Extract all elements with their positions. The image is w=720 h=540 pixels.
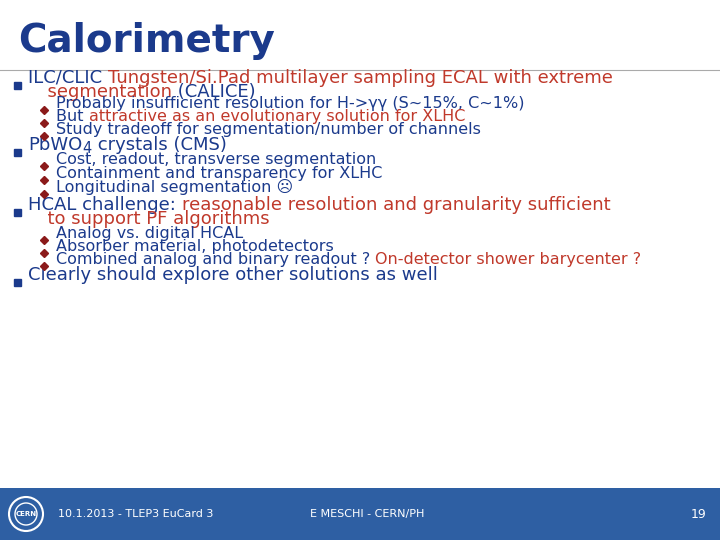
Text: Cost, readout, transverse segmentation: Cost, readout, transverse segmentation <box>56 152 377 167</box>
Text: attractive as an evolutionary solution for XLHC: attractive as an evolutionary solution f… <box>89 109 465 124</box>
Text: to support PF algorithms: to support PF algorithms <box>36 210 269 228</box>
Text: (CALICE): (CALICE) <box>172 83 256 101</box>
Text: Probably insufficient resolution for H->γγ (S~15%, C~1%): Probably insufficient resolution for H->… <box>56 96 524 111</box>
FancyBboxPatch shape <box>14 209 21 216</box>
Text: reasonable resolution and granularity sufficient: reasonable resolution and granularity su… <box>181 196 611 214</box>
Text: Containment and transparency for XLHC: Containment and transparency for XLHC <box>56 166 382 181</box>
Text: Study tradeoff for segmentation/number of channels: Study tradeoff for segmentation/number o… <box>56 122 481 137</box>
Text: crystals (CMS): crystals (CMS) <box>91 136 226 154</box>
Text: Clearly should explore other solutions as well: Clearly should explore other solutions a… <box>28 266 438 284</box>
Text: Tungsten/Si.Pad multilayer sampling ECAL with extreme: Tungsten/Si.Pad multilayer sampling ECAL… <box>108 69 613 87</box>
FancyBboxPatch shape <box>14 279 21 286</box>
FancyBboxPatch shape <box>0 488 720 540</box>
Text: 4: 4 <box>82 141 91 156</box>
Text: segmentation: segmentation <box>36 83 172 101</box>
Text: Combined analog and binary readout ?: Combined analog and binary readout ? <box>56 252 375 267</box>
Text: CERN: CERN <box>15 511 37 517</box>
Text: Longitudinal segmentation ☹: Longitudinal segmentation ☹ <box>56 179 293 195</box>
Text: ILC/CLIC: ILC/CLIC <box>28 69 108 87</box>
Text: E MESCHI - CERN/PH: E MESCHI - CERN/PH <box>310 509 424 519</box>
FancyBboxPatch shape <box>14 149 21 156</box>
Text: 10.1.2013 - TLEP3 EuCard 3: 10.1.2013 - TLEP3 EuCard 3 <box>58 509 213 519</box>
FancyBboxPatch shape <box>14 82 21 89</box>
Text: PbWO: PbWO <box>28 136 82 154</box>
Text: On-detector shower barycenter ?: On-detector shower barycenter ? <box>375 252 642 267</box>
Text: But: But <box>56 109 89 124</box>
Text: 19: 19 <box>690 508 706 521</box>
Text: Analog vs. digital HCAL: Analog vs. digital HCAL <box>56 226 243 241</box>
Text: Calorimetry: Calorimetry <box>18 22 275 60</box>
Text: HCAL challenge:: HCAL challenge: <box>28 196 181 214</box>
Text: Absorber material, photodetectors: Absorber material, photodetectors <box>56 239 334 254</box>
